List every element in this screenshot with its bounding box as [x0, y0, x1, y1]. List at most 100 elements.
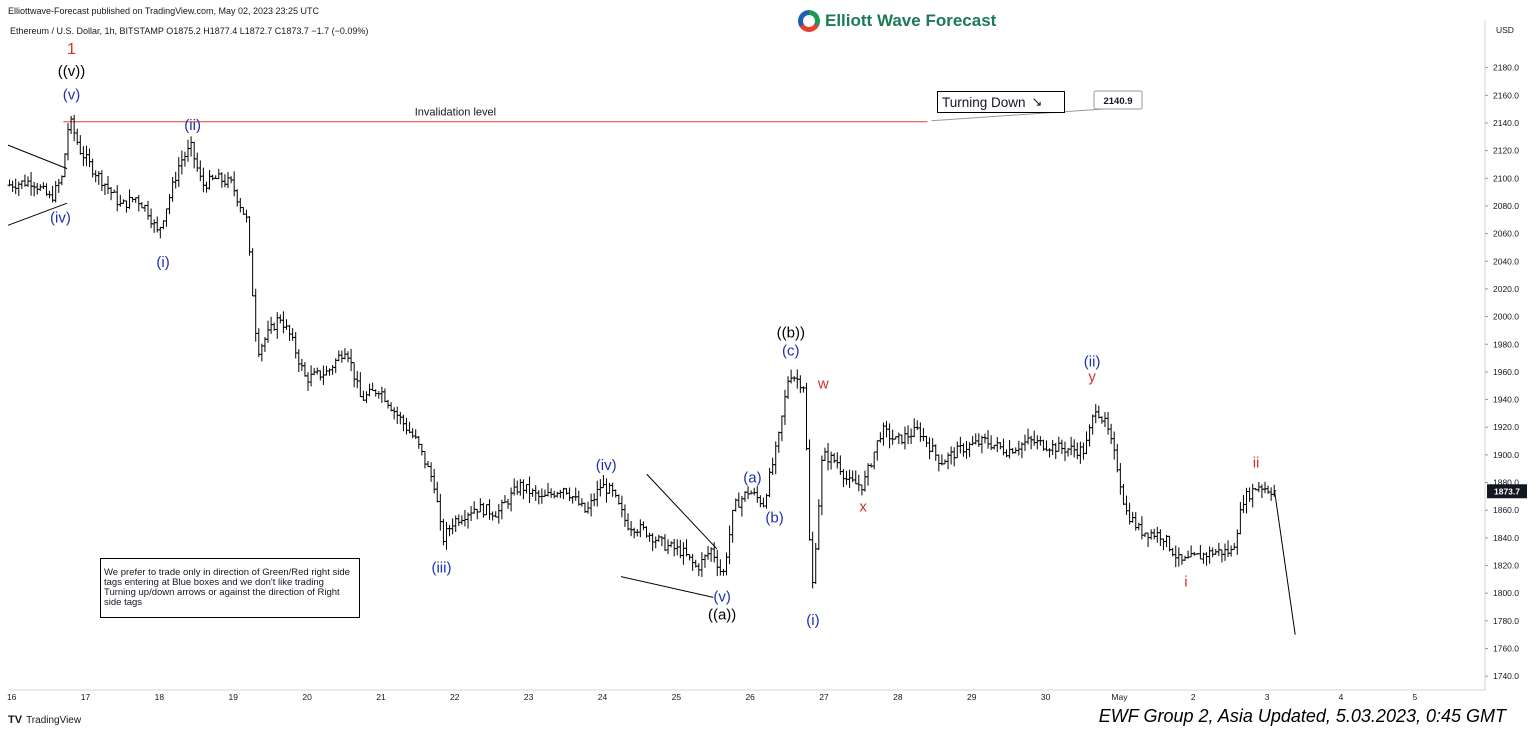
wave-label: 1	[67, 41, 76, 58]
y-tick-label: 2100.0	[1493, 173, 1519, 183]
ohlc-bar	[392, 407, 397, 420]
ohlc-bar	[847, 469, 852, 488]
trend-line	[620, 576, 714, 598]
ohlc-bar	[1078, 441, 1083, 464]
last-price-value: 1873.7	[1494, 486, 1520, 496]
ohlc-bar	[826, 442, 831, 471]
x-tick-label: May	[1111, 692, 1128, 702]
ohlc-bar	[189, 136, 194, 157]
ohlc-bar	[936, 454, 941, 472]
ohlc-bar	[161, 220, 166, 230]
ohlc-bar	[1062, 441, 1067, 462]
ohlc-bar	[1081, 442, 1086, 460]
ohlc-bar	[1102, 412, 1107, 428]
ohlc-bar	[629, 521, 634, 537]
ewf-logo-icon	[798, 10, 820, 32]
ohlc-bar	[1109, 423, 1114, 445]
ohlc-bar	[841, 469, 846, 488]
brand-name: Elliott Wave Forecast	[825, 11, 997, 30]
x-tick-label: 16	[7, 692, 17, 702]
ohlc-bar	[924, 435, 929, 448]
ohlc-bar	[853, 470, 858, 485]
ohlc-bar	[699, 552, 704, 577]
wave-label: i	[1184, 573, 1187, 590]
ohlc-bar	[444, 521, 449, 550]
ohlc-bar	[487, 499, 492, 520]
ohlc-bar	[819, 455, 824, 516]
ohlc-bar	[998, 442, 1003, 450]
ohlc-bar	[527, 476, 532, 504]
ohlc-bar	[647, 532, 652, 542]
ohlc-bar	[1022, 434, 1027, 451]
ohlc-bar	[607, 482, 612, 494]
ohlc-bar	[72, 114, 77, 142]
wave-label: (c)	[782, 342, 800, 359]
ohlc-bar	[896, 432, 901, 445]
ohlc-bar	[1210, 547, 1215, 558]
ohlc-bar	[758, 495, 763, 508]
x-tick-label: 29	[967, 692, 977, 702]
wave-label: (ii)	[184, 117, 201, 134]
ohlc-bar	[1155, 526, 1160, 543]
ohlc-bar	[53, 181, 58, 203]
ohlc-bar	[127, 189, 132, 209]
x-tick-label: 20	[302, 692, 312, 702]
ohlc-bar	[601, 475, 606, 489]
ohlc-bar	[475, 508, 480, 520]
ohlc-bar	[573, 487, 578, 501]
ohlc-bar	[970, 436, 975, 446]
ohlc-bar	[1229, 545, 1234, 557]
ohlc-bar	[41, 182, 46, 190]
ohlc-bar	[1161, 538, 1166, 551]
ohlc-bar	[96, 171, 101, 185]
ohlc-bar	[146, 200, 151, 220]
ohlc-bar	[422, 450, 427, 469]
ohlc-bar	[878, 432, 883, 443]
ohlc-bar	[976, 433, 981, 447]
y-tick-label: 1980.0	[1493, 339, 1519, 349]
ohlc-bar	[619, 495, 624, 518]
x-tick-label: 23	[524, 692, 534, 702]
ohlc-bar	[782, 389, 787, 425]
x-tick-label: 28	[893, 692, 903, 702]
ohlc-bar	[589, 493, 594, 517]
ohlc-bar	[536, 490, 541, 505]
ohlc-bar	[102, 183, 107, 196]
ohlc-bar	[718, 559, 723, 576]
ohlc-bar	[66, 123, 71, 161]
ohlc-bar	[1047, 448, 1052, 458]
ohlc-bar	[1121, 483, 1126, 505]
y-tick-label: 1900.0	[1493, 450, 1519, 460]
wave-label: (ii)	[1084, 353, 1101, 370]
ohlc-bar	[752, 487, 757, 496]
ohlc-bar	[653, 536, 658, 549]
ohlc-bar	[339, 350, 344, 363]
ohlc-bar	[269, 316, 274, 334]
ohlc-bar	[1056, 436, 1061, 452]
ohlc-bar	[829, 451, 834, 470]
ohlc-bar	[176, 157, 181, 187]
ohlc-bar	[201, 167, 206, 193]
ohlc-bar	[875, 440, 880, 461]
ohlc-bar	[115, 185, 120, 212]
y-tick-label: 1960.0	[1493, 367, 1519, 377]
ohlc-bar	[546, 482, 551, 497]
ohlc-bar	[730, 509, 735, 543]
ohlc-bar	[287, 324, 292, 341]
ohlc-bar	[13, 178, 18, 195]
ohlc-bar	[241, 207, 246, 215]
ohlc-bar	[247, 216, 252, 256]
ohlc-bar	[933, 444, 938, 461]
callout-pointer	[931, 108, 1105, 122]
ohlc-bar	[1139, 516, 1144, 540]
ohlc-bar	[167, 193, 172, 215]
ohlc-bar	[770, 457, 775, 475]
ohlc-bar	[776, 431, 781, 453]
ohlc-bar	[973, 433, 978, 445]
ohlc-bar	[139, 202, 144, 209]
ohlc-bar	[736, 492, 741, 508]
ohlc-bar	[1112, 431, 1117, 460]
ohlc-bar	[684, 539, 689, 557]
y-tick-label: 1840.0	[1493, 533, 1519, 543]
